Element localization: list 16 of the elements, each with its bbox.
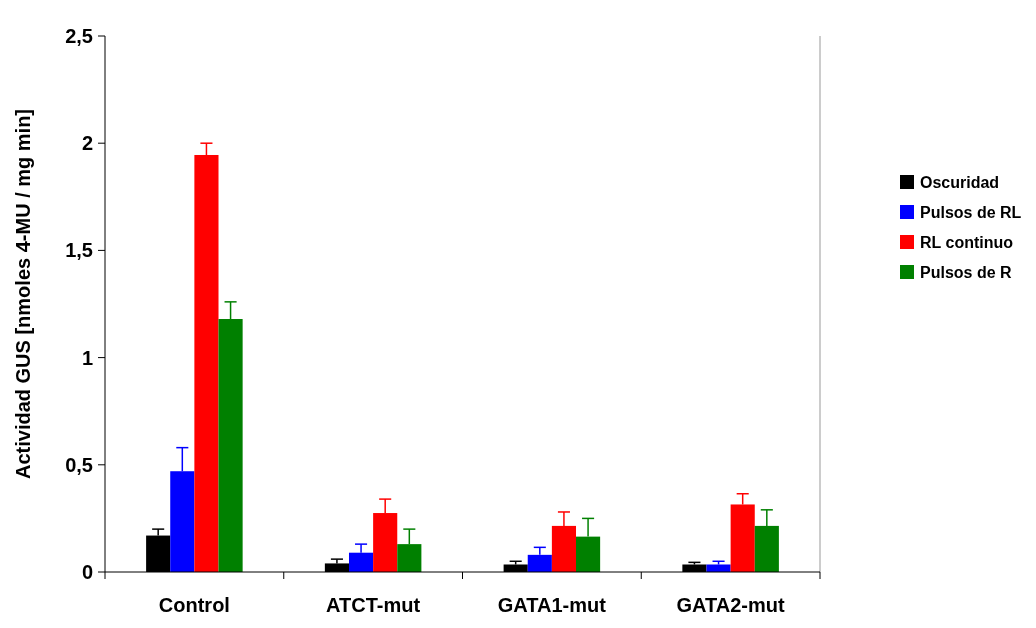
legend-label: Pulsos de RL [920, 203, 1022, 221]
legend-label: Pulsos de R [920, 263, 1013, 281]
x-tick-label: GATA2-mut [676, 594, 786, 616]
x-tick-label: GATA1-mut [497, 594, 607, 616]
x-tick-label: Control [158, 594, 230, 616]
y-tick-label: 2,5 [65, 25, 93, 47]
bar [706, 564, 731, 572]
y-tick-label: 1 [81, 346, 93, 369]
y-axis-title: Actividad GUS [nmoles 4-MU / mg min] [12, 108, 34, 480]
x-tick-label: ATCT-mut [326, 594, 421, 616]
y-tick-label: 2 [81, 132, 93, 155]
y-tick-label: 1,5 [65, 239, 93, 262]
y-tick-label: 0 [81, 561, 93, 583]
y-tick-label: 0,5 [65, 453, 93, 476]
legend-label: Oscuridad [920, 173, 1000, 191]
legend-label: RL continuo [920, 233, 1014, 251]
